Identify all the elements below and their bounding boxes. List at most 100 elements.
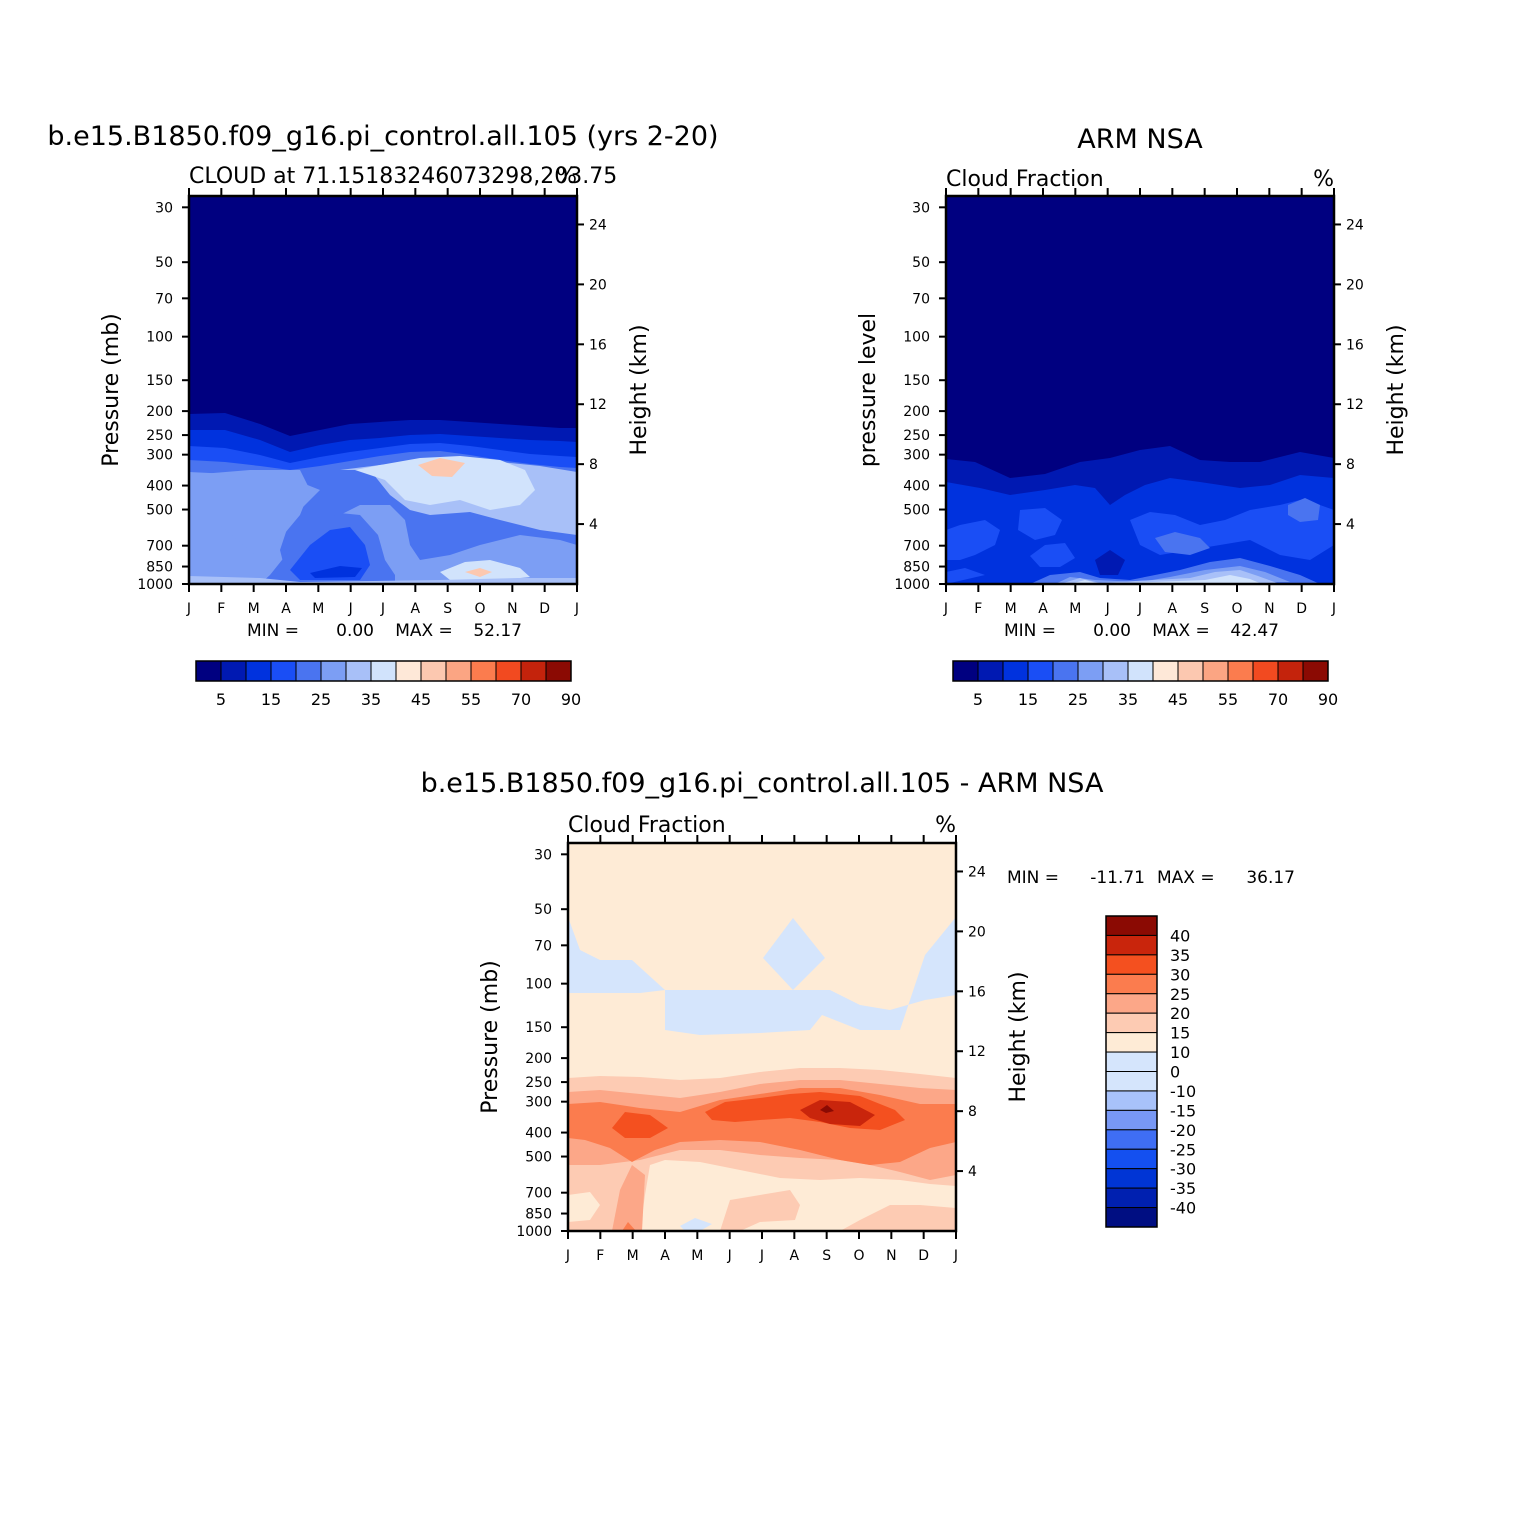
height-tick-label: 4 — [589, 517, 598, 533]
colorbar-label: 55 — [1218, 690, 1238, 709]
panel-model-y2label: Height (km) — [627, 324, 652, 455]
height-tick-label: 12 — [1346, 397, 1364, 413]
colorbar-label: -10 — [1170, 1082, 1196, 1101]
colorbar-swatch — [1052, 660, 1079, 682]
colorbar-swatch — [495, 660, 522, 682]
colorbar-swatch — [1127, 660, 1154, 682]
model-level-4c — [445, 541, 462, 549]
diff-level-neg-c — [680, 1218, 712, 1231]
obs-level-3b — [1018, 508, 1062, 540]
pressure-tick-label: 70 — [912, 291, 930, 307]
pressure-tick-label: 500 — [525, 1150, 552, 1166]
month-tick-label: S — [1200, 601, 1209, 617]
month-tick-label: F — [974, 601, 982, 617]
colorbar-label: 0 — [1170, 1063, 1180, 1082]
colorbar-swatch — [1105, 1051, 1158, 1072]
month-tick-label: F — [596, 1248, 604, 1264]
colorbar-swatch — [1105, 1012, 1158, 1034]
pressure-tick-label: 200 — [903, 404, 930, 420]
obs-level-3d — [1030, 543, 1075, 567]
colorbar-swatch — [1302, 660, 1329, 682]
month-tick-label: J — [574, 601, 579, 617]
pressure-tick-label: 300 — [903, 448, 930, 464]
height-tick-label: 16 — [1346, 337, 1364, 353]
diff-level-6 — [820, 1105, 834, 1113]
diff-level-0c — [568, 1192, 600, 1222]
colorbar-swatch — [195, 660, 222, 682]
model-level-6b — [189, 576, 577, 584]
month-tick-label: O — [1231, 601, 1242, 617]
colorbar-label: 55 — [461, 690, 481, 709]
month-tick-label: A — [660, 1248, 670, 1264]
panel-obs-max-label: MAX = — [1152, 621, 1210, 641]
colorbar-label: 40 — [1170, 926, 1190, 945]
height-tick-label: 20 — [968, 924, 986, 940]
month-tick-label: J — [953, 1248, 958, 1264]
month-tick-label: M — [1005, 601, 1017, 617]
panel-obs-min-value: 0.00 — [1093, 621, 1131, 641]
colorbar-label: 35 — [1170, 946, 1190, 965]
diff-level-3b — [622, 1222, 636, 1231]
panel-diff: b.e15.B1850.f09_g16.pi_control.all.105 -… — [421, 768, 1295, 1264]
month-tick-label: J — [727, 1248, 732, 1264]
panel-model-field — [189, 196, 577, 584]
colorbar-label: 45 — [1168, 690, 1188, 709]
colorbar-label: 15 — [1170, 1024, 1190, 1043]
month-tick-label: J — [186, 601, 191, 617]
panel-obs-y2label: Height (km) — [1384, 324, 1409, 455]
month-tick-label: A — [1038, 601, 1048, 617]
panel-diff-title: b.e15.B1850.f09_g16.pi_control.all.105 -… — [421, 768, 1104, 799]
panel-obs-max-value: 42.47 — [1230, 621, 1279, 641]
panel-diff-unit: % — [935, 813, 956, 838]
pressure-tick-label: 250 — [903, 428, 930, 444]
colorbar-swatch — [1105, 1148, 1158, 1170]
colorbar-label: 90 — [561, 690, 581, 709]
colorbar-swatch — [370, 660, 397, 682]
colorbar-swatch — [470, 660, 497, 682]
month-tick-label: D — [918, 1248, 929, 1264]
colorbar-swatch — [1105, 973, 1158, 995]
height-tick-label: 8 — [1346, 457, 1355, 473]
pressure-tick-label: 70 — [155, 291, 173, 307]
obs-level-1b — [1095, 550, 1125, 575]
panel-model-min-value: 0.00 — [336, 621, 374, 641]
panel-model-max-value: 52.17 — [473, 621, 522, 641]
month-tick-label: M — [312, 601, 324, 617]
colorbar-swatch — [1202, 660, 1229, 682]
model-level-9 — [418, 458, 465, 477]
pressure-tick-label: 250 — [146, 428, 173, 444]
month-tick-label: J — [565, 1248, 570, 1264]
pressure-tick-label: 150 — [525, 1020, 552, 1036]
panel-obs-unit: % — [1313, 167, 1334, 192]
month-tick-label: M — [248, 601, 260, 617]
colorbar-label: 70 — [511, 690, 531, 709]
month-tick-label: M — [627, 1248, 639, 1264]
pressure-tick-label: 50 — [534, 902, 552, 918]
colorbar-label: -15 — [1170, 1101, 1196, 1120]
month-tick-label: M — [1069, 601, 1081, 617]
pressure-tick-label: 850 — [146, 560, 173, 576]
month-tick-label: S — [443, 601, 452, 617]
colorbar-label: 25 — [311, 690, 331, 709]
obs-level-3a — [946, 520, 1000, 560]
height-tick-label: 16 — [968, 984, 986, 1000]
colorbar-swatch — [1105, 1207, 1158, 1228]
obs-level-7 — [1070, 575, 1262, 584]
panel-obs-left-string: Cloud Fraction — [946, 167, 1104, 192]
pressure-tick-label: 150 — [903, 373, 930, 389]
colorbar-swatch — [1105, 1109, 1158, 1131]
panel-obs-min-label: MIN = — [1004, 621, 1056, 641]
colorbar-swatch — [1105, 1129, 1158, 1150]
colorbar-swatch — [545, 660, 572, 682]
pressure-tick-label: 700 — [525, 1186, 552, 1202]
panel-obs-ylabel: pressure level — [856, 313, 881, 467]
colorbar-swatch — [1277, 660, 1304, 682]
panel-obs-colorbar: 5 15 25 35 45 55 70 90 — [952, 660, 1338, 709]
model-level-7 — [355, 456, 535, 510]
colorbar-label: 25 — [1170, 985, 1190, 1004]
month-tick-label: N — [886, 1248, 896, 1264]
panel-diff-y2label: Height (km) — [1006, 971, 1031, 1102]
colorbar-swatch — [1102, 660, 1129, 682]
